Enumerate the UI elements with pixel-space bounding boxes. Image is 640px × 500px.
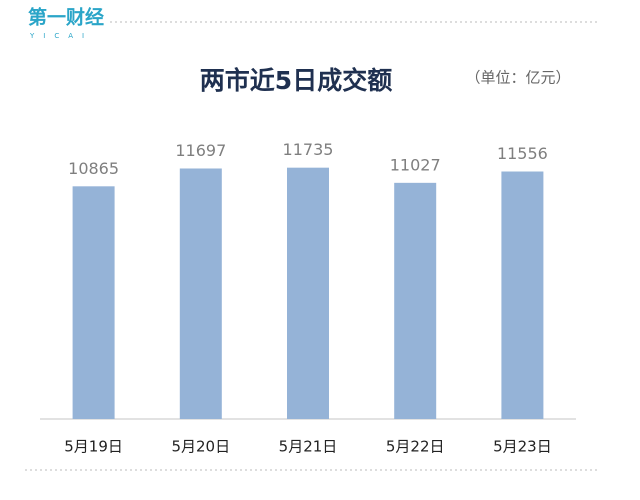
data-label: 10865 <box>68 159 119 178</box>
data-label: 11027 <box>390 155 441 174</box>
data-label: 11556 <box>497 144 548 163</box>
bar <box>287 167 329 419</box>
bar <box>501 171 544 419</box>
chart-title: 两市近5日成交额 <box>200 66 392 95</box>
x-tick-label: 5月22日 <box>386 438 445 456</box>
logo: 第一财经 <box>28 6 104 29</box>
logo-sub: YICAI <box>29 32 93 40</box>
bar <box>394 182 437 419</box>
x-tick-label: 5月23日 <box>493 438 552 456</box>
data-label: 11697 <box>175 141 226 160</box>
x-tick-label: 5月21日 <box>279 438 338 456</box>
x-tick-label: 5月20日 <box>171 438 230 456</box>
bar <box>179 168 222 419</box>
chart-subtitle: （单位：亿元） <box>465 69 570 87</box>
bar <box>72 186 115 419</box>
x-tick-label: 5月19日 <box>64 438 123 456</box>
data-label: 11735 <box>283 140 334 159</box>
